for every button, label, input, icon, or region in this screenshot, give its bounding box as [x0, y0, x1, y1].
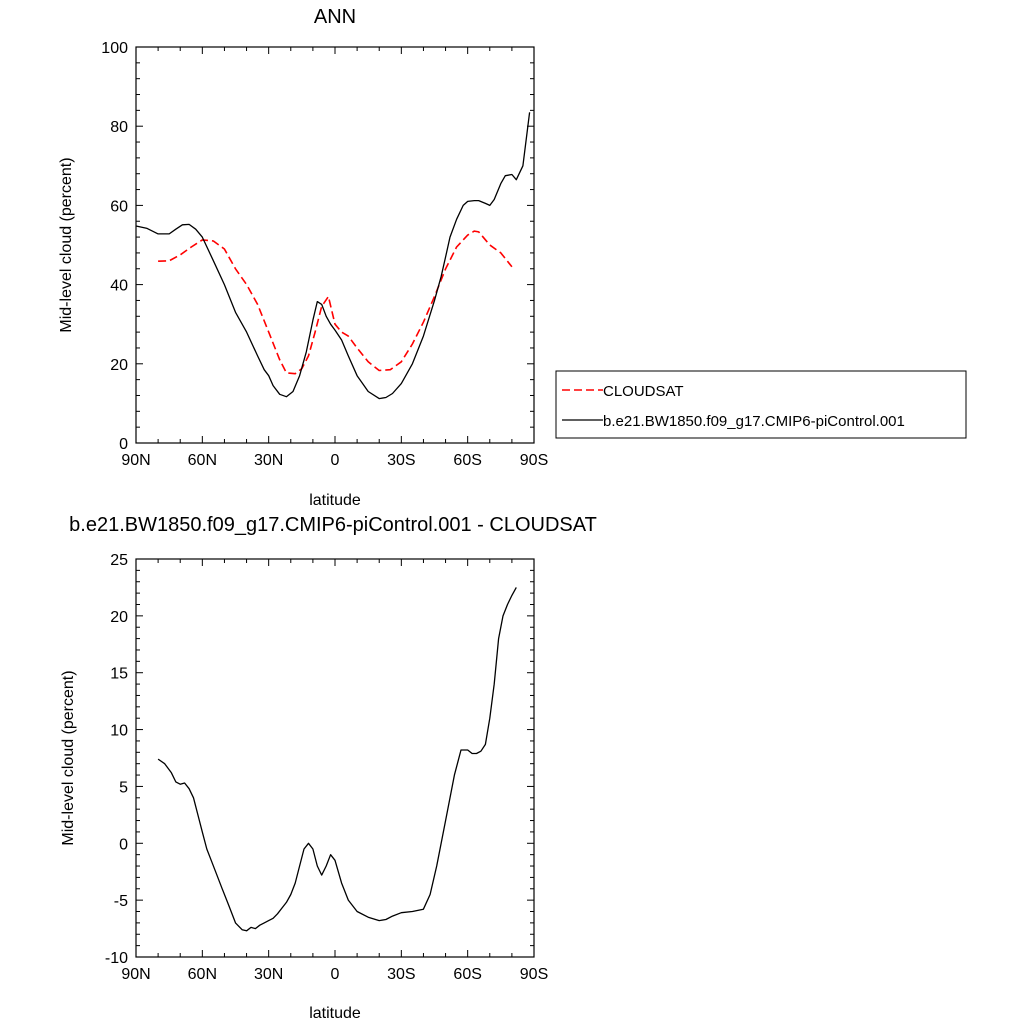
top-y-tick-label: 60 — [110, 198, 128, 215]
top-y-tick-label: 0 — [119, 436, 128, 453]
bottom-y-tick-label: 10 — [110, 723, 128, 740]
bottom-y-tick-label: 15 — [110, 666, 128, 683]
top-x-tick-label: 60N — [188, 452, 217, 469]
top-y-tick-label: 100 — [101, 40, 128, 57]
top-y-tick-label: 20 — [110, 357, 128, 374]
bottom-x-tick-label: 30S — [387, 966, 415, 983]
legend-label-model: b.e21.BW1850.f09_g17.CMIP6-piControl.001 — [603, 413, 905, 430]
bottom-x-tick-label: 60S — [453, 966, 481, 983]
bottom-series-lines — [157, 587, 517, 932]
bottom-x-tick-label: 90N — [121, 966, 150, 983]
bottom-panel: b.e21.BW1850.f09_g17.CMIP6-piControl.001… — [60, 514, 597, 1022]
bottom-plot-frame — [135, 558, 535, 958]
bottom-x-tick-label: 90S — [520, 966, 548, 983]
bottom-y-tick-label: 25 — [110, 552, 128, 569]
legend: CLOUDSAT b.e21.BW1850.f09_g17.CMIP6-piCo… — [555, 370, 967, 439]
top-x-tick-label: 30S — [387, 452, 415, 469]
bottom-y-tick-label: -5 — [114, 893, 128, 910]
top-y-tick-label: 40 — [110, 278, 128, 295]
bottom-x-tick-label: 0 — [331, 966, 340, 983]
top-panel: ANN 90N 60N 30N 0 30S 60S 90S 0 20 40 60 80 100 lati… — [58, 6, 548, 509]
top-axes-ticks: 90N 60N 30N 0 30S 60S 90S 0 20 40 60 80 100 — [101, 40, 548, 469]
top-y-tick-label: 80 — [110, 119, 128, 136]
top-series-line-b-e21-bw1850-f09-g17-cmip6-picontrol-001 — [135, 112, 531, 400]
top-x-tick-label: 90N — [121, 452, 150, 469]
top-y-axis-label: Mid-level cloud (percent) — [58, 157, 75, 332]
bottom-series-line-difference — [157, 587, 517, 932]
top-series-line-cloudsat — [158, 230, 513, 375]
bottom-y-axis-label: Mid-level cloud (percent) — [60, 670, 77, 845]
top-chart-title: ANN — [314, 6, 356, 28]
bottom-axes-ticks: 90N 60N 30N 0 30S 60S 90S -10 -5 0 5 10 15 20 25 — [105, 552, 548, 983]
top-x-tick-label: 60S — [453, 452, 481, 469]
bottom-x-tick-label: 60N — [188, 966, 217, 983]
top-x-axis-label: latitude — [309, 492, 361, 509]
top-x-tick-label: 90S — [520, 452, 548, 469]
bottom-x-tick-label: 30N — [254, 966, 283, 983]
bottom-y-tick-label: 5 — [119, 779, 128, 796]
legend-box — [555, 370, 967, 439]
bottom-y-tick-label: 0 — [119, 836, 128, 853]
top-series-lines — [135, 112, 531, 400]
top-x-tick-label: 30N — [254, 452, 283, 469]
legend-label-cloudsat: CLOUDSAT — [603, 383, 684, 400]
top-x-tick-label: 0 — [331, 452, 340, 469]
bottom-y-tick-label: 20 — [110, 609, 128, 626]
bottom-chart-title: b.e21.BW1850.f09_g17.CMIP6-piControl.001… — [69, 514, 597, 536]
bottom-y-tick-label: -10 — [105, 950, 128, 967]
bottom-x-axis-label: latitude — [309, 1005, 361, 1022]
